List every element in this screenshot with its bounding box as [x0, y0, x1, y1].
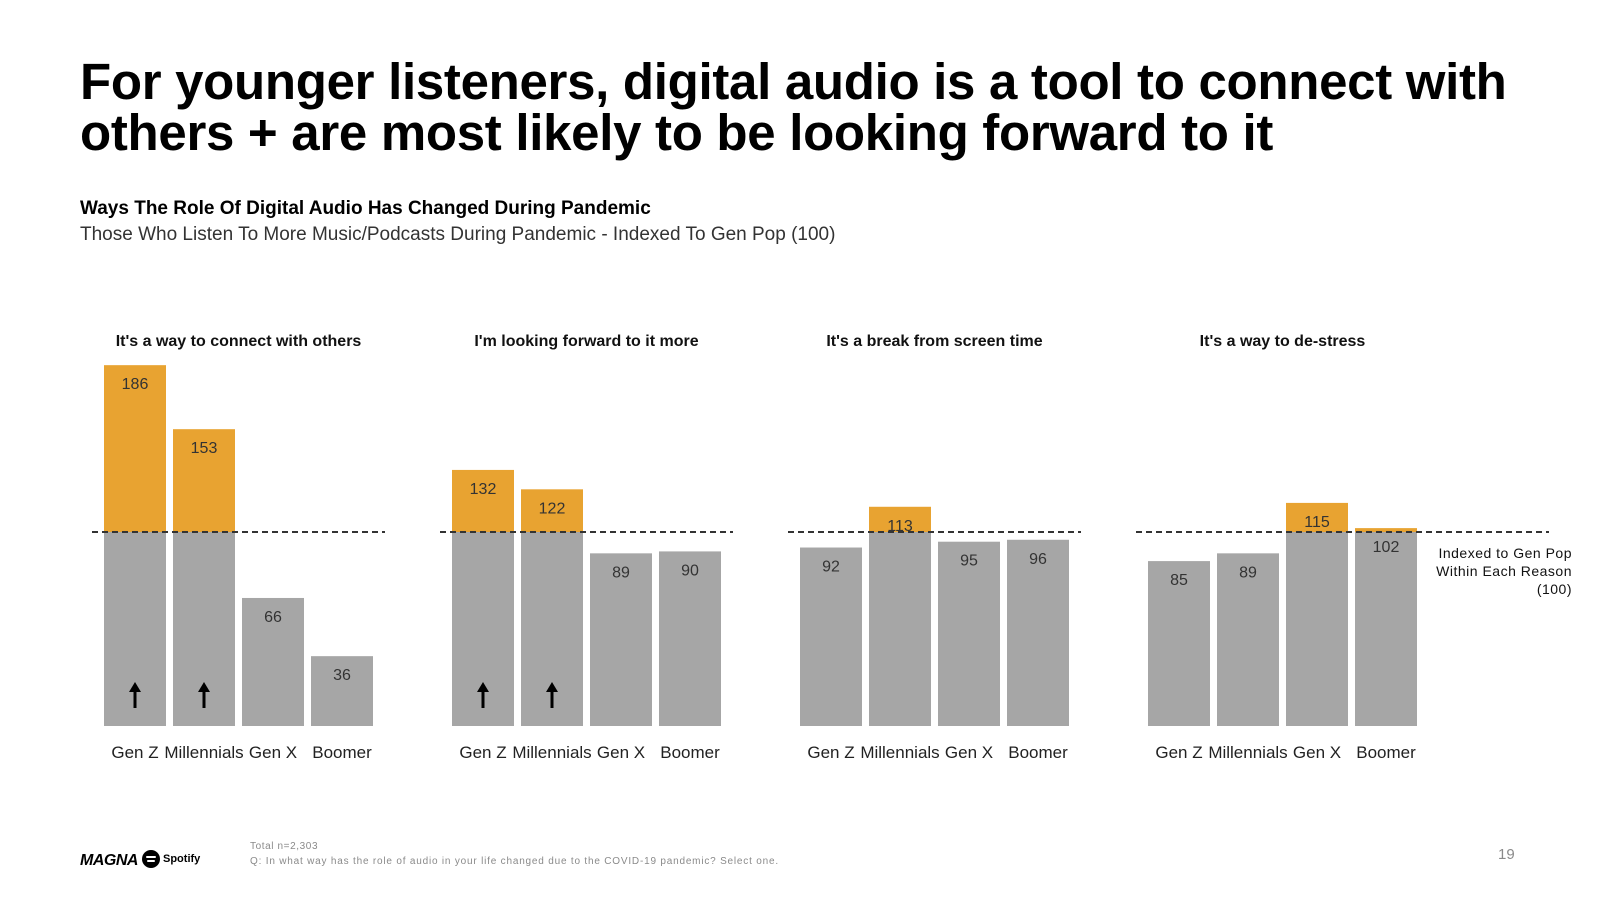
up-arrow-icon-head — [129, 682, 141, 692]
bar-segment-above-baseline — [1286, 502, 1348, 532]
chart-title: I'm looking forward to it more — [474, 333, 698, 350]
category-label: Boomer — [312, 743, 372, 762]
chart-title: It's a way to connect with others — [116, 333, 362, 350]
bar-segment-below-baseline — [659, 551, 721, 726]
category-label: Boomer — [1008, 743, 1068, 762]
up-arrow-icon-head — [546, 682, 558, 692]
bar-segment-above-baseline — [452, 469, 514, 532]
category-label: Millennials — [1208, 743, 1287, 762]
bar-value-label: 96 — [1029, 551, 1047, 568]
bar-value-label: 122 — [539, 500, 566, 517]
bar-value-label: 89 — [1239, 564, 1257, 581]
category-label: Gen Z — [459, 743, 506, 762]
bar-segment-above-baseline — [869, 506, 931, 532]
bar-segment-above-baseline — [1355, 528, 1417, 532]
indexed-note: Indexed to Gen Pop Within Each Reason (1… — [1436, 545, 1572, 597]
bar-segment-below-baseline — [590, 553, 652, 726]
spotify-wordmark: Spotify — [163, 853, 201, 865]
bar-value-label: 95 — [960, 553, 978, 570]
category-label: Gen Z — [807, 743, 854, 762]
category-label: Boomer — [1356, 743, 1416, 762]
category-label: Boomer — [660, 743, 720, 762]
bar-value-label: 115 — [1304, 514, 1330, 531]
up-arrow-icon-head — [198, 682, 210, 692]
chart-title: It's a way to de-stress — [1200, 333, 1366, 350]
bar-segment-below-baseline — [1007, 539, 1069, 726]
magna-logo: MAGNA — [80, 852, 138, 869]
bar-value-label: 102 — [1373, 539, 1400, 556]
category-label: Gen X — [945, 743, 993, 762]
bar-value-label: 186 — [122, 376, 149, 393]
spotify-logo: Spotify — [142, 850, 200, 868]
spotify-icon — [142, 850, 160, 868]
category-label: Gen X — [1293, 743, 1341, 762]
page-number: 19 — [1498, 846, 1515, 863]
bar-segment-below-baseline — [1148, 561, 1210, 726]
bar-segment-below-baseline — [800, 547, 862, 726]
bar-value-label: 132 — [470, 481, 497, 498]
bar-value-label: 85 — [1170, 572, 1188, 589]
bar-segment-below-baseline — [1286, 532, 1348, 726]
bar-value-label: 113 — [887, 518, 913, 535]
bar-value-label: 90 — [681, 562, 699, 579]
bar-segment-below-baseline — [1217, 553, 1279, 726]
category-label: Gen Z — [1155, 743, 1202, 762]
chart-subtitle-secondary: Those Who Listen To More Music/Podcasts … — [80, 224, 836, 245]
category-label: Gen X — [249, 743, 297, 762]
up-arrow-icon-head — [477, 682, 489, 692]
chart-subtitle: Ways The Role Of Digital Audio Has Chang… — [80, 198, 651, 219]
bar-value-label: 89 — [612, 564, 630, 581]
category-label: Gen X — [597, 743, 645, 762]
chart-title: It's a break from screen time — [826, 333, 1042, 350]
category-label: Millennials — [512, 743, 591, 762]
category-label: Millennials — [164, 743, 243, 762]
bar-segment-below-baseline — [311, 656, 373, 726]
category-label: Gen Z — [111, 743, 158, 762]
bar-segment-below-baseline — [242, 597, 304, 726]
page-title: For younger listeners, digital audio is … — [80, 53, 1507, 161]
bar-segment-below-baseline — [1355, 532, 1417, 726]
bar-segment-below-baseline — [869, 532, 931, 726]
footer-question: Q: In what way has the role of audio in … — [250, 856, 779, 867]
bar-segment-above-baseline — [521, 489, 583, 532]
bar-value-label: 92 — [822, 559, 840, 576]
bar-value-label: 36 — [333, 667, 351, 684]
bar-value-label: 66 — [264, 609, 282, 626]
footer-total: Total n=2,303 — [250, 841, 319, 852]
bar-value-label: 153 — [191, 440, 218, 457]
bar-segment-above-baseline — [173, 429, 235, 532]
category-label: Millennials — [860, 743, 939, 762]
bar-segment-above-baseline — [104, 365, 166, 532]
bar-segment-below-baseline — [938, 541, 1000, 726]
